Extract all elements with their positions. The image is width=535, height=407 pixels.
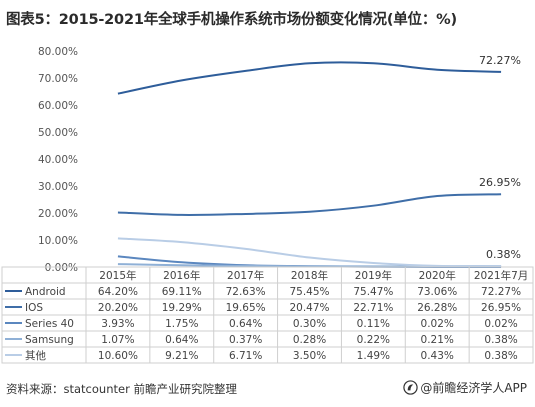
table-cell-value: 0.02% bbox=[484, 318, 517, 330]
table-cell-value: 6.71% bbox=[229, 350, 262, 362]
y-tick-label: 70.00% bbox=[38, 73, 78, 85]
table-cell-value: 0.64% bbox=[165, 334, 198, 346]
table-cell-value: 0.38% bbox=[484, 334, 517, 346]
x-tick-label: 2020年 bbox=[419, 269, 456, 282]
end-value-label: 26.95% bbox=[479, 176, 521, 189]
table-cell-value: 1.07% bbox=[101, 334, 134, 346]
table-cell-value: 73.06% bbox=[417, 286, 457, 298]
brand-text: @前瞻经济学人APP bbox=[420, 381, 527, 395]
table-cell-value: 0.22% bbox=[357, 334, 390, 346]
table-cell-value: 72.63% bbox=[226, 286, 266, 298]
table-cell-value: 0.38% bbox=[484, 350, 517, 362]
y-tick-label: 10.00% bbox=[38, 235, 78, 247]
end-value-label: 0.38% bbox=[486, 248, 521, 261]
legend-label: 其他 bbox=[25, 349, 46, 362]
y-tick-label: 0.00% bbox=[45, 262, 78, 274]
brand-badge: @前瞻经济学人APP bbox=[403, 379, 527, 396]
legend-label: IOS bbox=[25, 302, 43, 314]
series-line bbox=[117, 193, 502, 216]
legend-label: Android bbox=[25, 286, 66, 298]
table-cell-value: 0.11% bbox=[357, 318, 390, 330]
x-tick-label: 2021年7月 bbox=[474, 269, 528, 282]
table-cell-value: 22.71% bbox=[353, 302, 393, 314]
y-tick-label: 20.00% bbox=[38, 208, 78, 220]
series-line bbox=[117, 61, 502, 95]
table-cell-value: 69.11% bbox=[162, 286, 202, 298]
table-cell-value: 26.28% bbox=[417, 302, 457, 314]
table-cell-value: 1.49% bbox=[357, 350, 390, 362]
x-tick-label: 2015年 bbox=[99, 269, 136, 282]
chart-title: 图表5：2015-2021年全球手机操作系统市场份额变化情况(单位：%) bbox=[6, 12, 457, 28]
legend-label: Series 40 bbox=[25, 318, 74, 330]
legend-label: Samsung bbox=[25, 334, 74, 346]
table-cell-value: 3.93% bbox=[101, 318, 134, 330]
x-tick-label: 2018年 bbox=[291, 269, 328, 282]
series-line bbox=[117, 237, 502, 268]
x-tick-label: 2019年 bbox=[355, 269, 392, 282]
end-value-label: 72.27% bbox=[479, 54, 521, 67]
table-cell-value: 9.21% bbox=[165, 350, 198, 362]
table-cell-value: 75.45% bbox=[289, 286, 329, 298]
table-cell-value: 0.30% bbox=[293, 318, 326, 330]
table-cell-value: 20.20% bbox=[98, 302, 138, 314]
table-cell-value: 0.02% bbox=[421, 318, 454, 330]
table-cell-value: 72.27% bbox=[481, 286, 521, 298]
table-cell-value: 19.65% bbox=[226, 302, 266, 314]
table-cell-value: 3.50% bbox=[293, 350, 326, 362]
y-tick-label: 60.00% bbox=[38, 100, 78, 112]
y-tick-label: 50.00% bbox=[38, 127, 78, 139]
x-tick-label: 2016年 bbox=[163, 269, 200, 282]
table-cell-value: 0.21% bbox=[421, 334, 454, 346]
table-cell-value: 0.43% bbox=[421, 350, 454, 362]
table-cell-value: 26.95% bbox=[481, 302, 521, 314]
table-cell-value: 20.47% bbox=[289, 302, 329, 314]
y-tick-label: 30.00% bbox=[38, 181, 78, 193]
table-cell-value: 0.28% bbox=[293, 334, 326, 346]
source-note: 资料来源：statcounter 前瞻产业研究院整理 bbox=[6, 382, 237, 396]
table-cell-value: 64.20% bbox=[98, 286, 138, 298]
x-tick-label: 2017年 bbox=[227, 269, 264, 282]
table-cell-value: 0.64% bbox=[229, 318, 262, 330]
table-cell-value: 0.37% bbox=[229, 334, 262, 346]
brand-logo-icon bbox=[403, 380, 418, 395]
table-cell-value: 10.60% bbox=[98, 350, 138, 362]
y-tick-label: 80.00% bbox=[38, 46, 78, 58]
table-cell-value: 1.75% bbox=[165, 318, 198, 330]
table-cell-value: 75.47% bbox=[353, 286, 393, 298]
y-tick-label: 40.00% bbox=[38, 154, 78, 166]
table-cell-value: 19.29% bbox=[162, 302, 202, 314]
